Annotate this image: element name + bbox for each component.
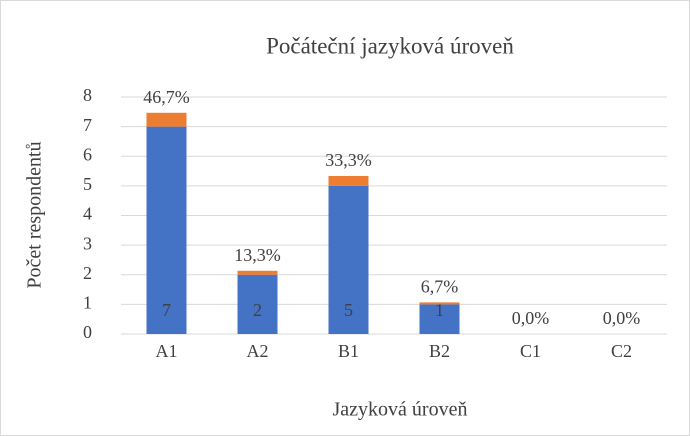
data-label: 0,0% <box>603 308 641 328</box>
x-tick-label: B1 <box>338 341 359 361</box>
y-tick-label: 2 <box>83 263 92 283</box>
bar-segment <box>419 302 460 305</box>
y-tick-label: 5 <box>83 174 92 194</box>
bar-segment <box>237 274 278 334</box>
x-tick-label: A2 <box>247 341 269 361</box>
bar-segment <box>419 304 460 334</box>
y-tick-label: 4 <box>83 204 92 224</box>
data-label: 33,3% <box>325 150 372 170</box>
bar-segment <box>328 185 369 334</box>
y-tick-label: 6 <box>83 144 92 164</box>
data-label: 0,0% <box>512 308 550 328</box>
bar-segment <box>146 112 187 127</box>
x-axis-title: Jazyková úroveň <box>333 399 468 421</box>
x-tick-label: A1 <box>156 341 178 361</box>
y-tick-label: 1 <box>83 293 92 313</box>
y-tick-label: 3 <box>83 233 92 253</box>
bar-segment <box>237 270 278 275</box>
y-tick-label: 0 <box>83 322 92 342</box>
x-tick-label: C1 <box>520 341 541 361</box>
data-label: 46,7% <box>143 87 190 107</box>
data-label: 13,3% <box>234 245 281 265</box>
data-label: 7 <box>162 300 171 320</box>
y-axis-title: Počet respondentů <box>24 141 46 288</box>
bar-segment <box>328 176 369 186</box>
data-label: 1 <box>435 300 444 320</box>
data-label: 5 <box>344 300 353 320</box>
x-tick-label: B2 <box>429 341 450 361</box>
x-tick-label: C2 <box>611 341 632 361</box>
y-tick-label: 7 <box>83 115 92 135</box>
data-label: 6,7% <box>421 277 459 297</box>
y-tick-label: 8 <box>83 85 92 105</box>
data-label: 2 <box>253 300 262 320</box>
chart-title: Počáteční jazyková úroveň <box>266 33 514 58</box>
bar-segment <box>146 126 187 334</box>
